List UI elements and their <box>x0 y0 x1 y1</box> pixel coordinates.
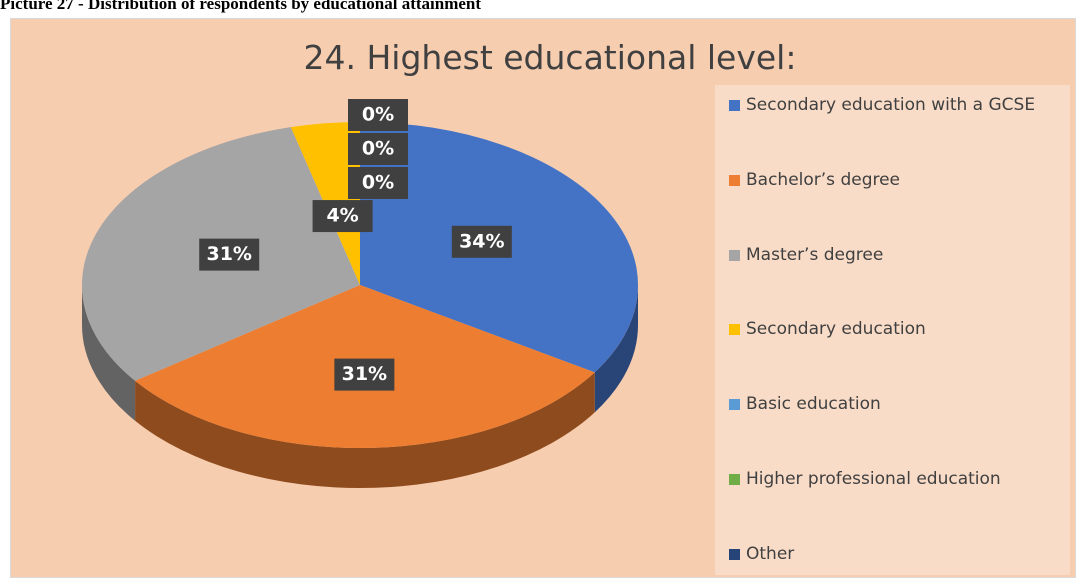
legend-swatch <box>729 548 740 560</box>
legend-label: Other <box>746 543 795 564</box>
value-label: 31% <box>206 243 251 265</box>
legend-item: Bachelor’s degree <box>729 168 1056 193</box>
legend-item: Other <box>729 542 1056 567</box>
value-label-box <box>334 358 395 391</box>
chart-title: 24. Highest educational level: <box>303 38 797 77</box>
legend: Secondary education with a GCSE Bachelor’… <box>715 85 1070 575</box>
value-label-box <box>348 167 408 199</box>
legend-item: Higher professional education <box>729 467 1056 492</box>
legend-item: Secondary education <box>729 317 1056 342</box>
legend-label: Secondary education <box>746 319 926 340</box>
value-label-box <box>348 133 408 165</box>
slice-side <box>82 285 136 421</box>
legend-label: Secondary education with a GCSE <box>746 95 1036 115</box>
legend-item: Secondary education with a GCSE <box>729 93 1056 118</box>
legend-swatch <box>729 100 740 111</box>
value-label-box <box>199 238 260 271</box>
legend-label: Bachelor’s degree <box>746 169 901 190</box>
legend-label: Basic education <box>746 394 881 415</box>
legend-label: Higher professional education <box>746 469 1001 490</box>
legend-swatch <box>729 249 740 261</box>
legend-swatch <box>729 474 740 486</box>
legend-item: Basic education <box>729 392 1056 417</box>
value-label: 4% <box>326 205 358 227</box>
value-label: 31% <box>342 363 387 385</box>
legend-swatch <box>729 174 740 186</box>
legend-swatch <box>729 324 740 336</box>
value-label-box <box>348 99 408 131</box>
legend-label: Master’s degree <box>746 244 884 265</box>
value-label: 0% <box>362 138 394 160</box>
value-label: 34% <box>459 230 504 252</box>
legend-swatch <box>729 399 740 411</box>
value-label: 0% <box>362 104 394 126</box>
value-label: 0% <box>362 172 394 194</box>
value-label-box <box>312 200 373 233</box>
value-label-box <box>451 225 512 258</box>
legend-item: Master’s degree <box>729 243 1056 268</box>
caption: Picture 27 - Distribution of respondents… <box>0 0 482 13</box>
slice-side <box>594 285 638 413</box>
slice-side <box>135 372 595 488</box>
